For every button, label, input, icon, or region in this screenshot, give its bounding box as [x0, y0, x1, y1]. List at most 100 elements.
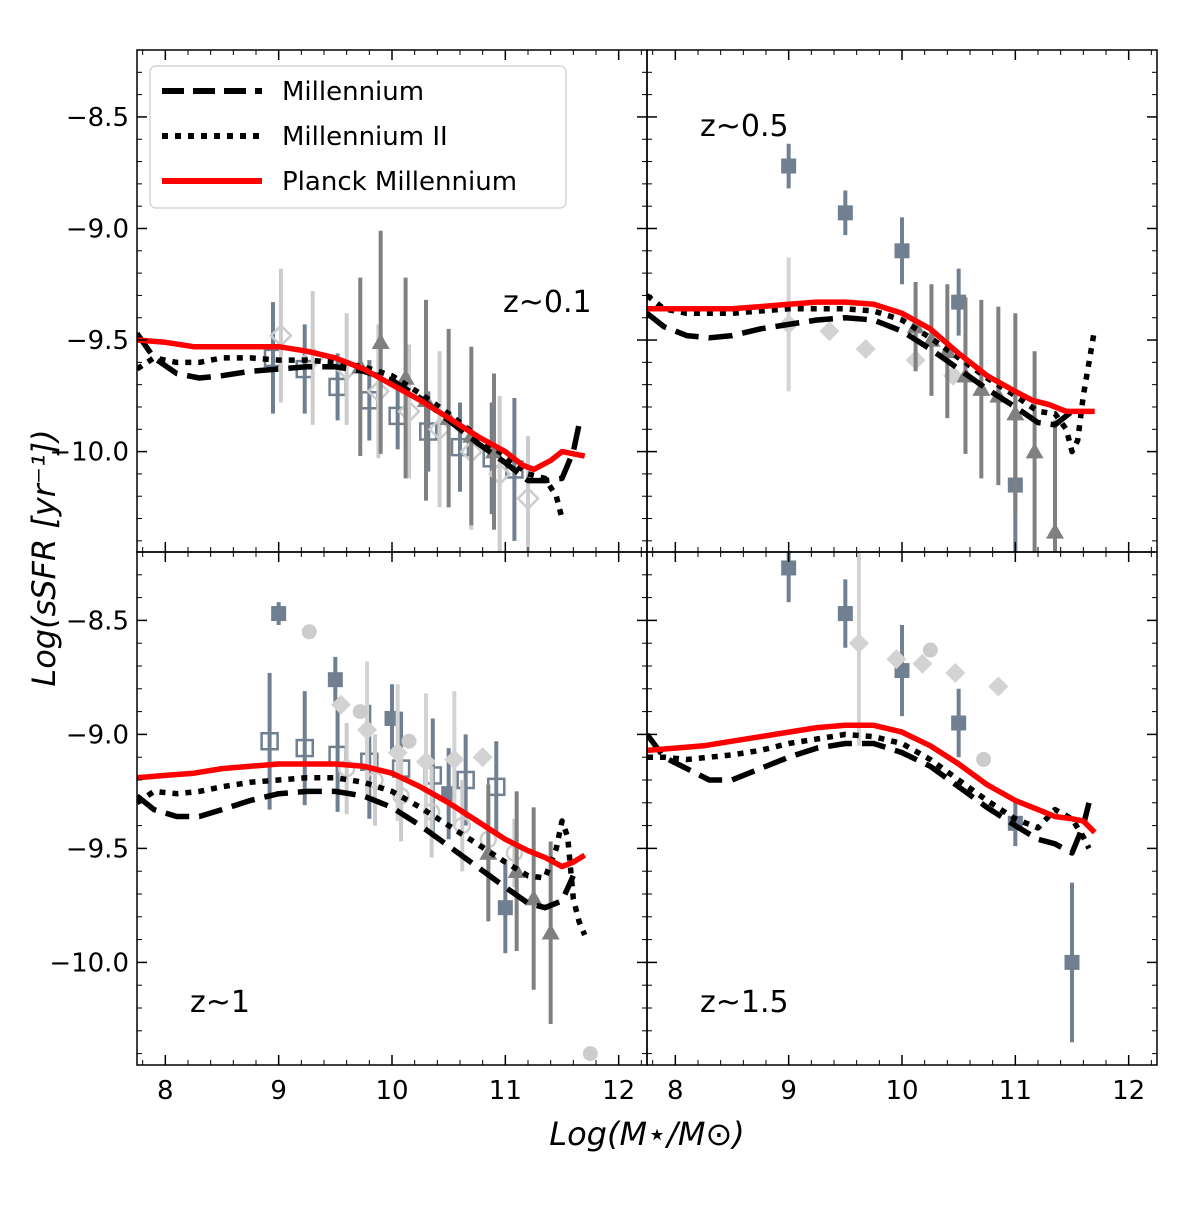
x-tick-label: 12: [602, 1076, 635, 1106]
marker-filled-diamonds: [945, 662, 966, 683]
marker-filled-triangles: [1006, 404, 1025, 421]
legend-box: [149, 65, 567, 209]
ticks-z1: 8 9 10 11 12 −10.0 −9.5 −9.0 −8.5: [49, 551, 647, 1106]
legend-label-planck: Planck Millennium: [282, 167, 517, 197]
frame-z15: [646, 551, 1158, 1066]
marker-filled-squares: [837, 205, 853, 221]
series-line-planck-millennium: [137, 337, 586, 473]
observations-z15: [781, 533, 1080, 1043]
observations-z01: [263, 230, 540, 552]
panel-z01: −10.0 −9.5 −9.0 −8.5 z~0.1: [49, 49, 647, 552]
marker-filled-circles: [401, 733, 417, 749]
marker-filled-triangles: [396, 368, 415, 385]
marker-filled-circles: [582, 1046, 598, 1062]
ticks-z15: 8 9 10 11 12: [647, 551, 1157, 1106]
marker-open-diamonds: [427, 417, 452, 442]
series-line-millennium: [137, 788, 576, 911]
x-tick-label: 11: [489, 1076, 522, 1106]
marker-open-circles: [392, 787, 410, 805]
model-lines-z1: [137, 761, 588, 937]
marker-filled-circles: [301, 624, 317, 640]
marker-filled-diamonds: [912, 653, 933, 674]
panel-z05: z~0.5: [647, 49, 1157, 552]
marker-filled-squares: [271, 606, 287, 622]
y-tick-label: −9.0: [66, 720, 129, 750]
marker-filled-circles: [352, 704, 368, 720]
x-tick-label: 8: [667, 1076, 684, 1106]
marker-filled-diamonds: [444, 749, 465, 770]
y-tick-label: −9.5: [66, 834, 129, 864]
marker-open-diamonds: [397, 399, 421, 424]
marker-open-squares: [260, 731, 279, 751]
y-axis-label: Log(sSFR [yr⁻¹]): [25, 429, 63, 686]
x-tick-label: 11: [999, 1076, 1032, 1106]
x-axis-label: Log(M⋆/M⊙): [549, 1115, 745, 1153]
marker-filled-triangles: [371, 333, 390, 350]
series-line-millennium-ii: [137, 774, 588, 937]
observations-z05: [778, 143, 1064, 552]
y-tick-label: −9.5: [66, 326, 129, 356]
marker-filled-triangles: [524, 889, 543, 906]
y-tick-label: −10.0: [49, 948, 129, 978]
x-tick-label: 10: [375, 1076, 408, 1106]
marker-filled-diamonds: [886, 649, 907, 670]
series-line-millennium-ii: [647, 293, 1098, 455]
marker-filled-triangles: [1025, 442, 1044, 459]
marker-filled-circles: [976, 751, 992, 767]
marker-open-squares: [419, 422, 438, 441]
marker-open-diamonds: [366, 379, 391, 404]
model-lines-z05: [647, 293, 1098, 455]
marker-filled-squares: [894, 243, 910, 259]
y-tick-label: −9.0: [66, 214, 129, 244]
marker-filled-circles: [922, 642, 938, 658]
series-line-planck-millennium: [647, 299, 1095, 415]
marker-filled-diamonds: [988, 676, 1009, 697]
marker-filled-squares: [781, 158, 797, 174]
marker-filled-diamonds: [848, 633, 869, 654]
series-line-planck-millennium: [647, 722, 1097, 835]
marker-filled-diamonds: [855, 338, 876, 359]
marker-open-squares: [450, 437, 470, 457]
marker-filled-squares: [951, 715, 967, 731]
x-tick-label: 10: [885, 1076, 918, 1106]
panel-z15: 8 9 10 11 12 z~1.5: [647, 533, 1157, 1106]
series-line-millennium-ii: [647, 731, 1092, 850]
marker-filled-diamonds: [416, 751, 436, 772]
marker-filled-diamonds: [331, 694, 351, 715]
series-line-millennium: [647, 311, 1080, 428]
x-tick-label: 12: [1112, 1076, 1145, 1106]
marker-open-diamonds: [516, 486, 540, 511]
x-tick-label: 8: [157, 1076, 174, 1106]
observations-z1: [260, 602, 598, 1062]
marker-filled-diamonds: [472, 747, 493, 768]
y-tick-label: −8.5: [66, 606, 129, 636]
x-tick-label: 9: [270, 1076, 287, 1106]
legend: Millennium Millennium II Planck Millenni…: [149, 65, 567, 209]
marker-filled-squares: [951, 294, 967, 310]
marker-filled-squares: [497, 900, 513, 916]
y-tick-label: −8.5: [66, 103, 129, 133]
series-line-planck-millennium: [137, 761, 587, 870]
x-tick-label: 9: [780, 1076, 797, 1106]
marker-filled-diamonds: [387, 742, 408, 763]
panel-z1: 8 9 10 11 12 −10.0 −9.5 −9.0 −8.5 z~1: [49, 551, 647, 1106]
legend-label-millennium-ii: Millennium II: [282, 122, 448, 152]
redshift-label-z05: z~0.5: [700, 109, 789, 144]
marker-open-squares: [295, 738, 314, 758]
series-line-millennium-ii: [137, 355, 565, 520]
marker-filled-diamonds: [819, 321, 840, 342]
ticks-z01: −10.0 −9.5 −9.0 −8.5: [49, 49, 647, 552]
marker-filled-circles: [866, 533, 881, 548]
marker-filled-squares: [837, 606, 853, 622]
marker-filled-squares: [781, 560, 797, 576]
model-lines-z15: [647, 722, 1097, 856]
model-lines-z01: [137, 331, 586, 520]
marker-open-squares: [456, 770, 475, 790]
marker-filled-diamonds: [357, 719, 378, 740]
series-line-millennium: [647, 732, 1092, 856]
y-tick-label: −10.0: [49, 438, 129, 468]
marker-filled-squares: [327, 672, 343, 688]
marker-filled-triangles: [541, 923, 560, 940]
marker-open-circles: [337, 759, 356, 778]
